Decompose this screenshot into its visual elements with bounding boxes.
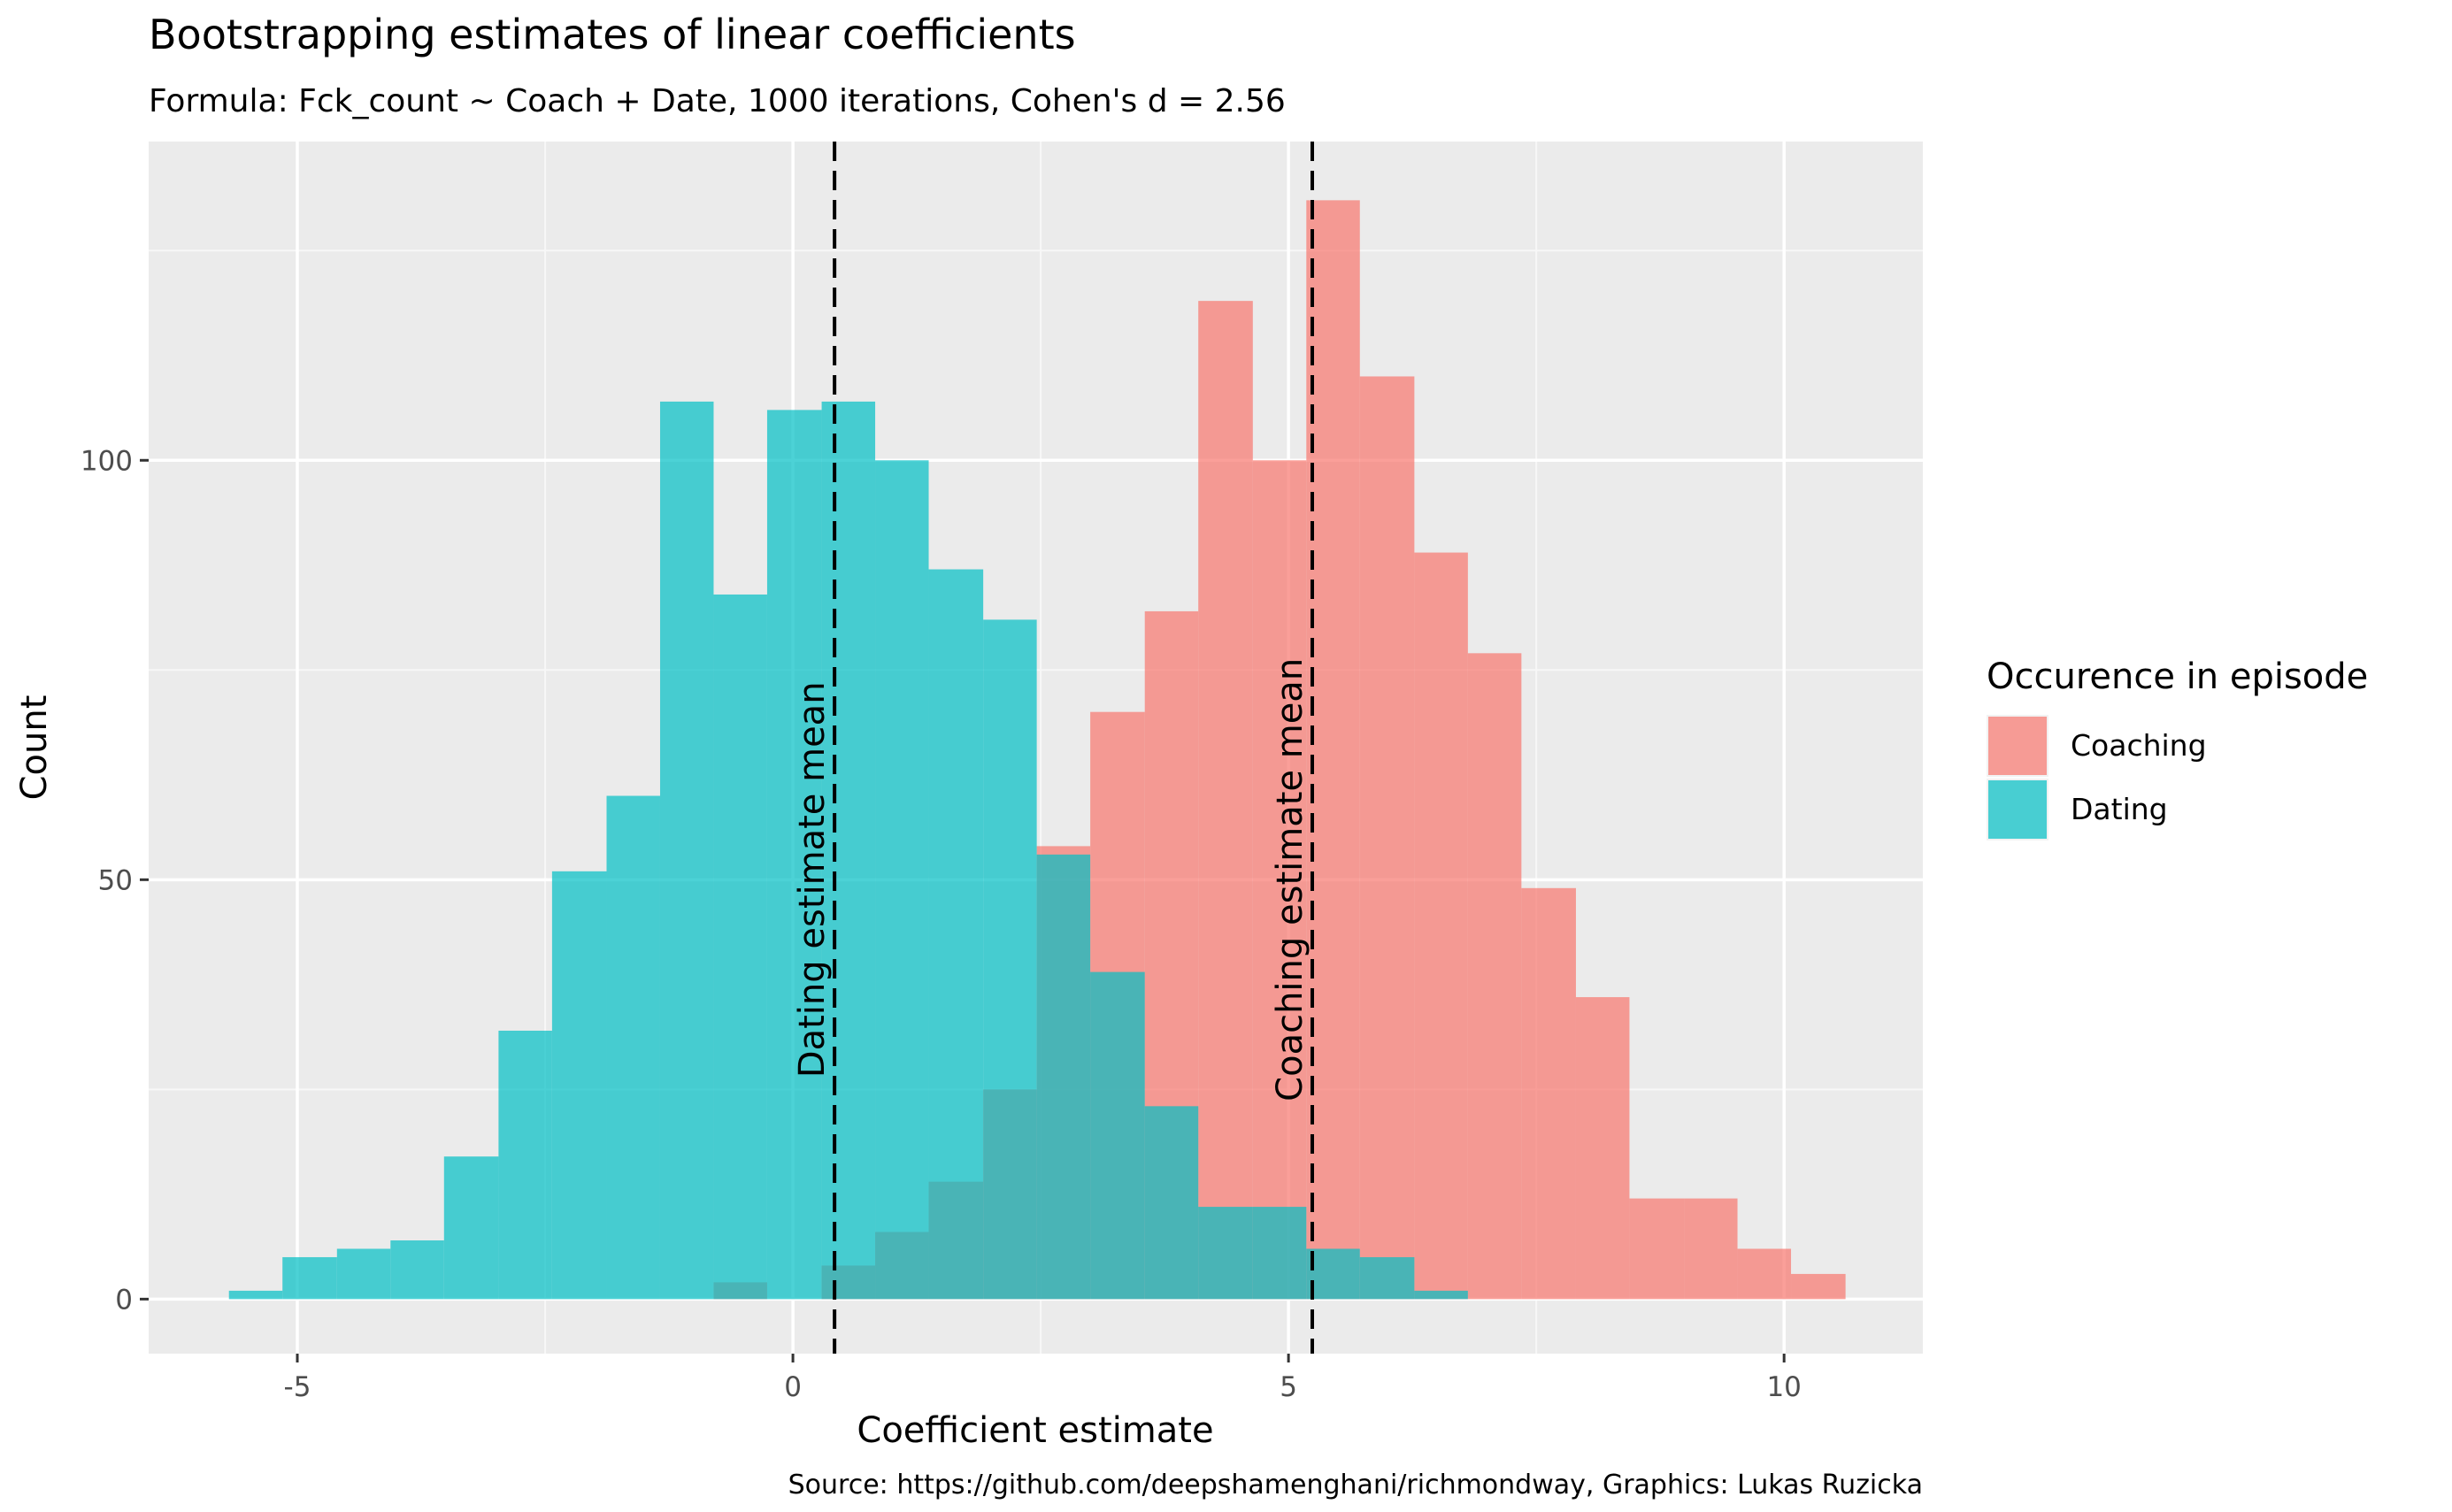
bar-coaching xyxy=(1521,887,1576,1300)
bar-dating xyxy=(1090,971,1145,1300)
bar-coaching xyxy=(1684,1198,1738,1300)
bar-dating xyxy=(606,795,660,1300)
bar-coaching xyxy=(1737,1248,1792,1300)
legend-label-dating: Dating xyxy=(2071,792,2168,826)
x-tick-label: 5 xyxy=(1280,1371,1297,1403)
legend-label-coaching: Coaching xyxy=(2071,728,2207,763)
bar-dating xyxy=(498,1030,552,1300)
y-axis-title: Count xyxy=(14,695,55,801)
reference-lines: Dating estimate mean Coaching estimate me… xyxy=(792,142,1315,1354)
bar-dating xyxy=(1306,1248,1360,1300)
bar-coaching xyxy=(1359,376,1415,1300)
bar-coaching xyxy=(1629,1198,1685,1300)
bar-dating xyxy=(282,1256,337,1300)
bar-dating xyxy=(1414,1290,1468,1300)
y-tick-label: 0 xyxy=(115,1284,133,1316)
x-axis-title: Coefficient estimate xyxy=(857,1410,1213,1451)
x-tick-label: -5 xyxy=(284,1371,311,1403)
bar-dating xyxy=(983,619,1037,1300)
legend-title: Occurence in episode xyxy=(1987,656,2368,697)
bar-coaching xyxy=(1467,653,1522,1300)
reference-label-coaching-estimate-mean: Coaching estimate mean xyxy=(1270,658,1311,1101)
bar-coaching xyxy=(1306,200,1360,1300)
histogram-bars xyxy=(228,200,1846,1300)
bar-dating xyxy=(551,871,607,1300)
legend: Occurence in episode Coaching Dating xyxy=(1987,656,2368,840)
bar-coaching xyxy=(1414,552,1468,1300)
bar-dating xyxy=(1252,1207,1307,1300)
bar-dating xyxy=(875,460,929,1300)
bar-coaching xyxy=(1252,460,1307,1300)
bar-coaching xyxy=(1791,1273,1846,1300)
legend-swatch-dating xyxy=(1988,780,2047,839)
bar-dating xyxy=(1144,1106,1199,1300)
reference-label-dating-estimate-mean: Dating estimate mean xyxy=(792,681,833,1078)
bar-coaching xyxy=(1575,997,1630,1300)
bar-dating xyxy=(659,401,714,1300)
x-tick-label: 10 xyxy=(1766,1371,1801,1403)
y-tick-label: 100 xyxy=(81,445,133,477)
chart-title: Bootstrapping estimates of linear coeffi… xyxy=(149,11,1076,58)
bar-coaching xyxy=(1198,301,1253,1300)
legend-swatch-coaching xyxy=(1988,717,2047,775)
bar-dating xyxy=(443,1156,499,1300)
bar-dating xyxy=(336,1248,391,1300)
chart-subtitle: Formula: Fck_count ~ Coach + Date, 1000 … xyxy=(149,83,1286,119)
bar-dating xyxy=(928,569,984,1300)
bar-dating xyxy=(1198,1207,1253,1300)
bar-dating xyxy=(713,594,767,1300)
bar-dating xyxy=(821,401,876,1300)
bar-dating xyxy=(1359,1256,1415,1300)
y-tick-label: 50 xyxy=(98,864,133,896)
x-tick-label: 0 xyxy=(784,1371,802,1403)
bar-dating xyxy=(390,1240,444,1300)
bar-dating xyxy=(228,1290,283,1300)
bar-dating xyxy=(1036,854,1091,1300)
bar-dating xyxy=(766,410,822,1300)
source-caption: Source: https://github.com/deepshamengha… xyxy=(788,1470,1923,1500)
